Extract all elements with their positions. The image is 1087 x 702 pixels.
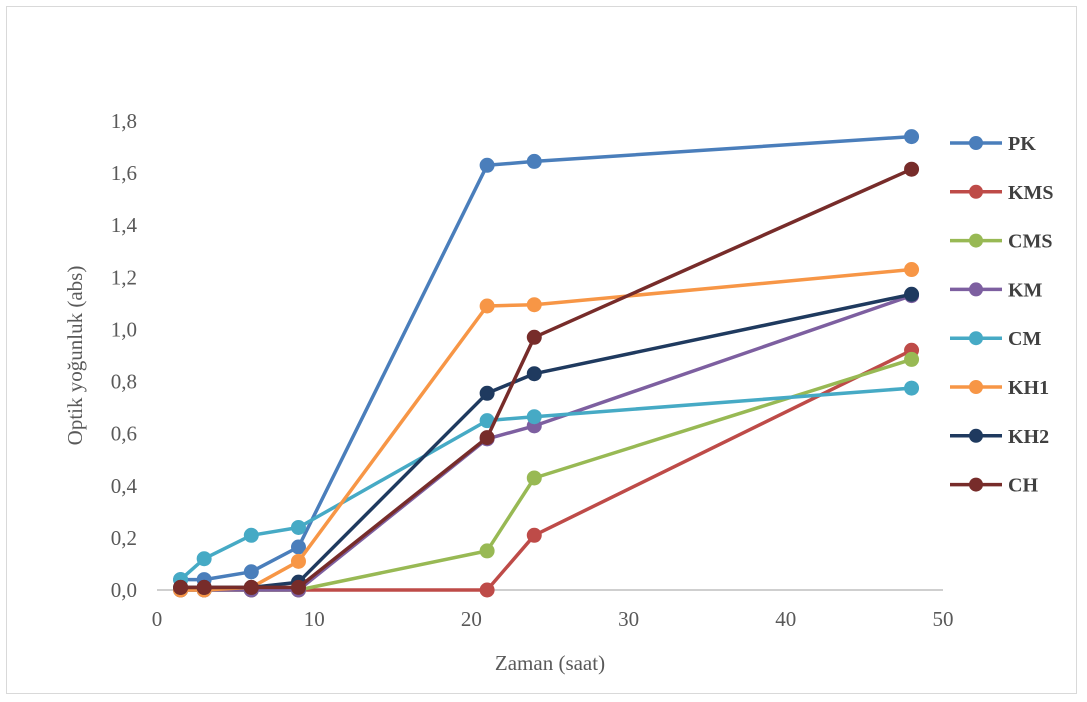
y-tick-label: 0,0 [111,578,137,602]
plot-area [173,129,920,598]
data-point-cm [526,409,542,425]
data-point-cms [526,470,542,486]
legend-item-km: KM [950,279,1043,301]
legend-label-kh1: KH1 [1008,377,1049,399]
legend-label-km: KM [1008,279,1043,301]
data-point-cm [904,380,920,396]
series-line-kh2 [178,292,914,590]
legend: PK KMS CMS KM CM KH1 KH2 CH [950,133,1054,497]
x-tick-label: 50 [933,607,954,631]
legend-marker-pk [969,136,983,150]
x-tick-label: 10 [304,607,325,631]
legend-label-cm: CM [1008,328,1041,350]
legend-label-kh2: KH2 [1008,426,1049,448]
y-tick-label: 0,2 [111,526,137,550]
series-cms [173,351,920,598]
y-axis-title: Optik yoğunluk (abs) [63,266,87,446]
data-point-ch [243,579,259,595]
data-point-cms [904,351,920,367]
y-tick-label: 1,0 [111,317,137,341]
data-point-cm [243,527,259,543]
legend-marker-kms [969,184,983,199]
legend-label-kms: KMS [1008,182,1054,204]
x-axis-title: Zaman (saat) [495,651,605,675]
legend-marker-cms [969,233,983,248]
legend-label-ch: CH [1008,475,1038,497]
series-line-pk [178,134,914,582]
x-tick-label: 20 [461,607,482,631]
x-tick-label: 40 [775,607,796,631]
data-point-ch [290,579,306,595]
legend-marker-cm [969,331,983,346]
data-point-pk [526,153,542,169]
series-line-kms [178,348,914,592]
series-ch [173,161,920,595]
data-point-kms [479,582,495,598]
y-axis-ticks: 0,0 0,2 0,4 0,6 0,8 1,0 1,2 1,4 1,6 1,8 [111,109,138,602]
series-pk [173,129,920,588]
legend-item-kh1: KH1 [950,377,1049,399]
legend-item-kms: KMS [950,182,1054,204]
series-line-ch [178,167,914,590]
y-tick-label: 1,6 [111,161,137,185]
series-line-cms [178,357,914,592]
legend-label-cms: CMS [1008,231,1052,253]
data-point-kh2 [904,286,920,302]
legend-label-pk: PK [1008,133,1036,155]
legend-marker-kh2 [969,428,983,443]
series-kh1 [173,262,920,598]
series-km [173,288,920,598]
series-line-km [178,293,914,592]
legend-item-cm: CM [950,328,1041,350]
data-point-cm [196,551,212,567]
data-point-ch [479,430,495,446]
series-kms [173,342,920,598]
data-point-kh1 [479,298,495,314]
data-point-kh2 [479,385,495,401]
legend-item-kh2: KH2 [950,426,1049,448]
legend-item-cms: CMS [950,231,1052,253]
data-point-kh1 [526,297,542,313]
legend-item-pk: PK [950,133,1036,155]
data-point-cm [290,519,306,535]
data-point-ch [196,579,212,595]
data-point-ch [173,579,189,595]
legend-marker-kh1 [969,380,983,394]
data-point-pk [243,564,259,580]
data-point-kh1 [290,553,306,569]
data-point-cms [479,543,495,559]
legend-item-ch: CH [950,475,1038,497]
data-point-pk [479,157,495,173]
x-axis-ticks: 0 10 20 30 40 50 [152,607,954,631]
data-point-pk [904,129,920,145]
data-point-ch [526,329,542,345]
y-tick-label: 1,2 [111,265,137,289]
data-point-kh2 [526,366,542,382]
legend-marker-km [969,282,983,297]
legend-marker-ch [969,477,983,492]
x-tick-label: 0 [152,607,163,631]
series-cm [173,380,920,588]
y-tick-label: 0,8 [111,370,137,394]
data-point-kms [526,527,542,543]
data-point-ch [904,161,920,177]
y-tick-label: 1,4 [111,213,138,237]
x-tick-label: 30 [618,607,639,631]
y-tick-label: 0,6 [111,422,137,446]
y-tick-label: 1,8 [111,109,137,133]
y-tick-label: 0,4 [111,474,138,498]
data-point-kh1 [904,262,920,278]
